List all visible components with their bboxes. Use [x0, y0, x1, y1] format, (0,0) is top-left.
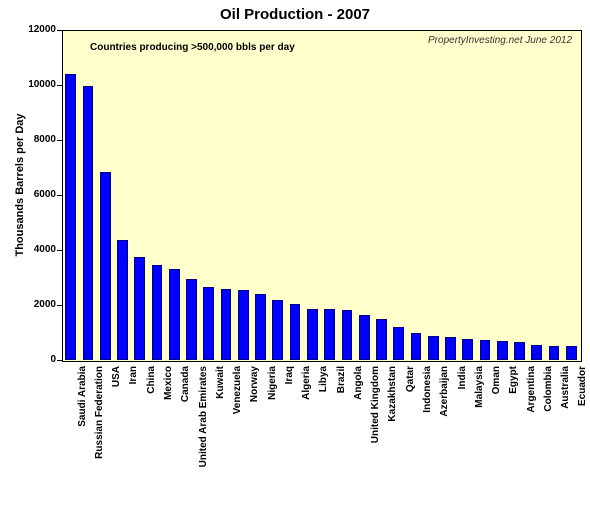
bar [272, 300, 283, 361]
bar [411, 333, 422, 361]
bar [376, 319, 387, 360]
y-tick-label: 12000 [18, 24, 56, 35]
bar [445, 337, 456, 360]
chart-title: Oil Production - 2007 [0, 6, 590, 23]
x-tick-label: Algeria [301, 366, 312, 506]
x-tick-label: India [457, 366, 468, 506]
bar [100, 172, 111, 360]
bar [531, 345, 542, 360]
bar [152, 265, 163, 360]
bar [514, 342, 525, 360]
x-tick-label: Ecuador [577, 366, 588, 506]
bar [83, 86, 94, 360]
bar [290, 304, 301, 360]
bar [549, 346, 560, 360]
bar [324, 309, 335, 360]
bar [393, 327, 404, 360]
x-tick-label: Nigeria [267, 366, 278, 506]
bar [480, 340, 491, 360]
x-tick-label: Angola [353, 366, 364, 506]
bar [169, 269, 180, 360]
chart-subtitle: Countries producing >500,000 bbls per da… [90, 42, 295, 53]
y-axis-label: Thousands Barrels per Day [14, 85, 26, 285]
bar [462, 339, 473, 360]
y-tick-mark [57, 250, 62, 251]
bar [186, 279, 197, 360]
x-tick-label: Malaysia [474, 366, 485, 506]
x-tick-label: Indonesia [422, 366, 433, 506]
y-tick-label: 2000 [18, 299, 56, 310]
x-tick-label: Brazil [336, 366, 347, 506]
x-tick-label: Egypt [508, 366, 519, 506]
x-tick-label: Canada [180, 366, 191, 506]
x-tick-label: Australia [560, 366, 571, 506]
bar [238, 290, 249, 360]
bar [203, 287, 214, 360]
bar [342, 310, 353, 360]
bar [359, 315, 370, 360]
y-tick-mark [57, 305, 62, 306]
x-tick-label: USA [111, 366, 122, 506]
bar [428, 336, 439, 360]
bar [307, 309, 318, 360]
x-tick-label: United Kingdom [370, 366, 381, 506]
x-tick-label: Saudi Arabia [77, 366, 88, 506]
x-tick-label: Azerbaijan [439, 366, 450, 506]
y-tick-mark [57, 140, 62, 141]
y-tick-mark [57, 30, 62, 31]
bar [65, 74, 76, 360]
x-tick-label: Mexico [163, 366, 174, 506]
bar [134, 257, 145, 360]
bar [566, 346, 577, 360]
y-tick-mark [57, 360, 62, 361]
y-tick-mark [57, 85, 62, 86]
x-tick-label: Kuwait [215, 366, 226, 506]
bar [255, 294, 266, 360]
bar [117, 240, 128, 360]
y-tick-mark [57, 195, 62, 196]
x-tick-label: Qatar [405, 366, 416, 506]
source-note: PropertyInvesting.net June 2012 [428, 35, 572, 46]
x-tick-label: Norway [249, 366, 260, 506]
x-tick-label: Oman [491, 366, 502, 506]
x-tick-label: Argentina [526, 366, 537, 506]
x-tick-label: Colombia [543, 366, 554, 506]
x-tick-label: Iraq [284, 366, 295, 506]
x-tick-label: Kazakhstan [387, 366, 398, 506]
x-tick-label: Libya [318, 366, 329, 506]
x-tick-label: United Arab Emirates [198, 366, 209, 506]
bar [497, 341, 508, 360]
x-tick-label: Russian Federation [94, 366, 105, 506]
oil-production-chart: Oil Production - 2007 Countries producing… [0, 0, 590, 507]
x-tick-label: China [146, 366, 157, 506]
x-tick-label: Iran [128, 366, 139, 506]
x-tick-label: Venezuela [232, 366, 243, 506]
y-tick-label: 0 [18, 354, 56, 365]
bar [221, 289, 232, 361]
